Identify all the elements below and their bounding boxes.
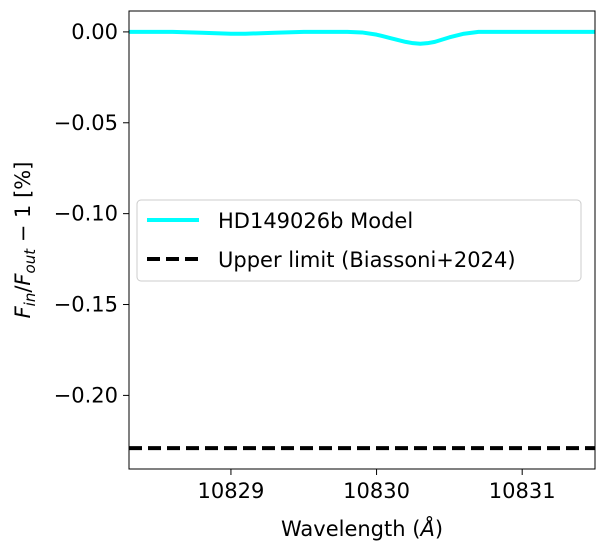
y-tick-label: −0.10	[54, 202, 118, 226]
svg-text:Fin/Fout − 1 [%]: Fin/Fout − 1 [%]	[11, 162, 39, 319]
y-tick-label: 0.00	[71, 20, 118, 44]
legend: HD149026b Model Upper limit (Biassoni+20…	[136, 199, 582, 282]
plot-frame	[128, 10, 596, 470]
legend-box	[136, 199, 582, 282]
x-axis-label: Wavelength (Å)	[281, 515, 443, 541]
y-axis-label: Fin/Fout − 1 [%]	[11, 162, 39, 319]
y-tick-label: −0.15	[54, 293, 118, 317]
legend-label-upper-limit: Upper limit (Biassoni+2024)	[218, 248, 516, 272]
x-tick-label: 10830	[343, 479, 410, 503]
y-tick-label: −0.20	[54, 383, 118, 407]
legend-label-model: HD149026b Model	[218, 209, 413, 233]
x-tick-label: 10829	[198, 479, 265, 503]
x-tick-label: 10831	[489, 479, 556, 503]
x-axis: 10829 10830 10831	[198, 469, 556, 503]
series-line-0	[129, 29, 595, 46]
y-tick-label: −0.05	[54, 111, 118, 135]
plot-area	[129, 29, 595, 451]
y-axis: 0.00 −0.05 −0.10 −0.15 −0.20	[54, 20, 129, 407]
